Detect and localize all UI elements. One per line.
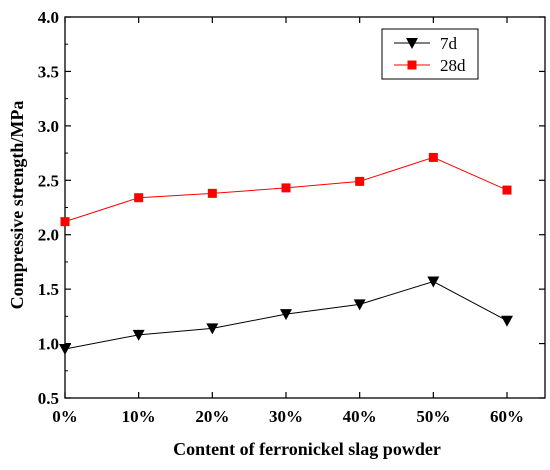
- x-tick-label: 40%: [343, 407, 377, 426]
- x-tick-label: 50%: [416, 407, 450, 426]
- series-group: [59, 152, 513, 356]
- series-28d: [60, 152, 512, 227]
- legend-label: 7d: [440, 34, 458, 53]
- data-point: [502, 185, 512, 195]
- data-point: [353, 299, 366, 311]
- y-tick-label: 3.5: [38, 62, 59, 81]
- legend-marker: [407, 60, 417, 70]
- data-point: [207, 188, 217, 198]
- x-tick-label: 30%: [269, 407, 303, 426]
- legend-item: 7d: [394, 34, 458, 53]
- y-tick-label: 1.5: [38, 280, 59, 299]
- data-point: [428, 152, 438, 162]
- data-point: [60, 217, 70, 227]
- y-tick-label: 0.5: [38, 389, 59, 408]
- y-tick-label: 3.0: [38, 117, 59, 136]
- data-point: [280, 309, 292, 321]
- y-tick-label: 2.5: [38, 171, 59, 190]
- legend-marker: [406, 38, 418, 49]
- legend-label: 28d: [440, 56, 466, 75]
- data-point: [281, 183, 291, 193]
- data-point: [355, 176, 365, 186]
- series-7d: [59, 276, 513, 356]
- legend-box: [381, 28, 479, 80]
- y-tick-label: 1.0: [38, 335, 59, 354]
- x-tick-label: 60%: [490, 407, 524, 426]
- y-tick-label: 4.0: [38, 8, 59, 27]
- data-point: [501, 315, 513, 327]
- data-point: [132, 329, 145, 341]
- x-axis-title: Content of ferronickel slag powder: [173, 439, 441, 459]
- x-tick-label: 10%: [122, 407, 156, 426]
- legend-item: 28d: [394, 56, 466, 75]
- x-tick-label: 20%: [195, 407, 229, 426]
- y-tick-label: 2.0: [38, 226, 59, 245]
- y-axis-title: Compressive strength/MPa: [7, 101, 27, 310]
- data-point: [206, 323, 219, 335]
- x-tick-label: 0%: [52, 407, 78, 426]
- axes: 0.5 1.0 1.5 2.0 2.5 3.0 3.5 4.0 0% 10% 20% 30% 40% 50…: [38, 8, 545, 426]
- data-point: [59, 344, 71, 356]
- data-point: [134, 193, 144, 203]
- data-point: [427, 276, 440, 288]
